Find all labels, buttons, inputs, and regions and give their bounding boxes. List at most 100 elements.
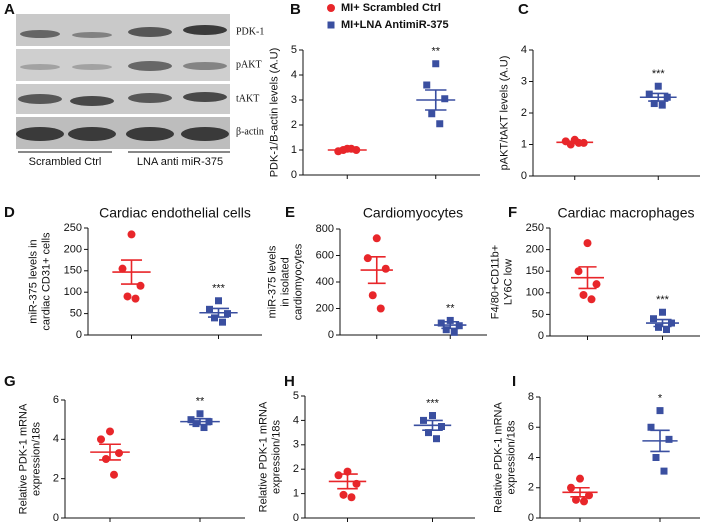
point xyxy=(200,424,208,432)
y-tick-label: 200 xyxy=(526,244,544,256)
error-bar xyxy=(120,259,143,285)
point xyxy=(192,420,200,428)
y-tick-label: 200 xyxy=(64,243,82,255)
error-bar xyxy=(336,148,358,152)
y-tick-label: 2 xyxy=(53,473,59,485)
error-bar xyxy=(648,92,669,102)
y-tick-label: 4 xyxy=(521,44,527,56)
point xyxy=(347,493,356,502)
point xyxy=(650,315,657,323)
error-bar xyxy=(441,320,460,330)
point xyxy=(433,435,440,443)
point xyxy=(376,304,385,313)
y-tick-label: 0 xyxy=(53,512,59,524)
error-bar xyxy=(337,473,358,490)
blot-row-label: β-actin xyxy=(236,126,264,137)
panel: G 0 2 4 6 Relative PDK-1 mRNA expression/18s ** xyxy=(4,373,245,524)
y-tick-label: 0 xyxy=(293,512,299,524)
y-tick-label: 400 xyxy=(316,276,334,288)
y-tick-label: 1 xyxy=(293,488,299,500)
point xyxy=(442,326,450,334)
y-tick-label: 100 xyxy=(526,287,544,299)
point xyxy=(583,239,592,248)
y-tick-label: 4 xyxy=(293,414,299,426)
point xyxy=(334,471,343,480)
y-tick-label: 250 xyxy=(64,222,82,234)
blot-row-label: PDK-1 xyxy=(236,26,264,37)
point xyxy=(436,120,444,128)
y-tick-label: 150 xyxy=(526,265,544,277)
error-bar xyxy=(422,419,443,431)
point xyxy=(665,435,673,443)
panel-title: Cardiac endothelial cells xyxy=(99,205,251,221)
panel-title: Cardiac macrophages xyxy=(558,205,695,221)
significance: * xyxy=(658,393,663,405)
y-tick-label: 6 xyxy=(528,421,534,433)
y-axis-label: miR-375 levels in xyxy=(27,239,39,323)
point xyxy=(131,294,140,303)
group-label: LNA anti miR-375 xyxy=(137,156,223,168)
point xyxy=(446,316,454,324)
y-tick-label: 1 xyxy=(521,138,527,150)
point xyxy=(381,264,390,273)
y-axis-label: pAKT/tAKT levels (A.U) xyxy=(498,56,510,171)
point xyxy=(441,95,449,103)
error-bar xyxy=(425,89,447,111)
point xyxy=(106,427,114,436)
point xyxy=(423,81,431,89)
point xyxy=(187,416,195,424)
panel-letter: E xyxy=(285,204,295,221)
point xyxy=(110,470,118,479)
y-axis-label: cardiac CD31+ cells xyxy=(40,232,52,331)
panel: D Cardiac endothelial cells 0 50 100 150 200 25… xyxy=(4,204,262,341)
error-bar xyxy=(564,140,585,145)
y-tick-label: 0 xyxy=(528,512,534,524)
significance: *** xyxy=(652,68,666,80)
error-bar xyxy=(578,266,597,290)
point xyxy=(102,455,110,463)
y-axis-label: Relative PDK-1 mRNA xyxy=(492,402,504,513)
point xyxy=(574,267,583,276)
y-tick-label: 4 xyxy=(53,433,59,445)
legend-marker xyxy=(327,21,335,29)
error-bar xyxy=(570,486,590,498)
panel-letter: H xyxy=(284,373,295,390)
panel-letter: C xyxy=(518,1,529,18)
error-bar xyxy=(650,429,670,453)
panel-letter: G xyxy=(4,373,16,390)
point xyxy=(118,264,127,273)
significance: *** xyxy=(656,294,670,306)
point xyxy=(368,291,377,300)
point xyxy=(432,60,440,68)
y-tick-label: 3 xyxy=(293,439,299,451)
y-tick-label: 2 xyxy=(528,482,534,494)
panel: F Cardiac macrophages 0 50 100 150 200 250 F4/80… xyxy=(489,204,700,342)
panel-letter: I xyxy=(512,373,516,390)
point xyxy=(428,110,436,118)
y-tick-label: 0 xyxy=(291,169,297,181)
panel: C 0 1 2 3 4 pAKT/tAKT levels (A.U) *** xyxy=(498,1,700,182)
panel-letter: B xyxy=(290,1,301,18)
panel: B 0 1 2 3 4 5 PDK-1/B-actin levels (A.U) ** MI+ S… xyxy=(268,1,480,181)
y-tick-label: 2 xyxy=(293,463,299,475)
legend-marker xyxy=(327,4,335,12)
western-blot: A PDK-1 pAKT tAKT β-actin Scrambled Ctrl… xyxy=(4,1,264,168)
y-axis-label: Relative PDK-1 mRNA xyxy=(257,401,269,512)
blot-row-label: tAKT xyxy=(236,93,259,104)
y-tick-label: 4 xyxy=(291,69,297,81)
point xyxy=(580,497,588,506)
point xyxy=(211,314,218,322)
point xyxy=(437,319,445,327)
point xyxy=(658,101,666,109)
y-tick-label: 1 xyxy=(291,144,297,156)
point xyxy=(572,495,580,504)
y-tick-label: 50 xyxy=(70,308,82,320)
y-axis-label: cardiomyocytes xyxy=(292,243,304,320)
significance: ** xyxy=(446,302,455,314)
point xyxy=(196,410,204,418)
significance: ** xyxy=(196,396,205,408)
point xyxy=(659,308,666,316)
y-tick-label: 2 xyxy=(291,119,297,131)
y-tick-label: 800 xyxy=(316,223,334,235)
y-tick-label: 4 xyxy=(528,451,534,463)
